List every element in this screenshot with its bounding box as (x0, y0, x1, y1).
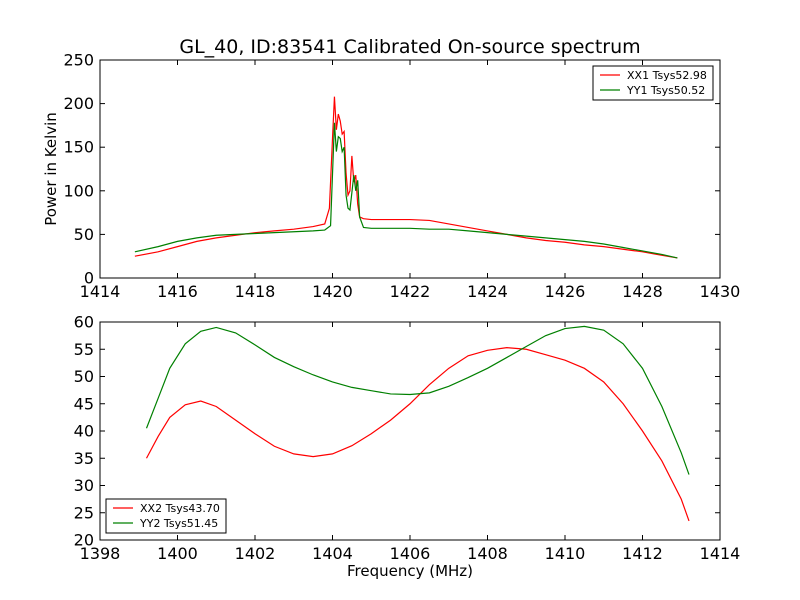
top-series-line-1 (134, 96, 678, 259)
top-xtick-label: 1428 (622, 282, 663, 301)
top-ytick-label: 250 (63, 51, 94, 70)
bottom-panel: Frequency (MHz) 1398 1400 1402 1404 1406 1408… (74, 313, 741, 581)
top-xtick-label: 1420 (312, 282, 353, 301)
bottom-xtick-label: 1402 (235, 544, 276, 563)
top-legend-box (592, 65, 714, 101)
top-xtick-label: 1418 (235, 282, 276, 301)
bottom-ytick-label: 50 (74, 367, 94, 386)
bottom-ytick-label: 20 (74, 531, 94, 550)
bottom-xtick-label: 1398 (80, 544, 121, 563)
bottom-legend: XX2 Tsys43.70 YY2 Tsys51.45 (105, 498, 227, 534)
top-ytick-label: 150 (63, 138, 94, 157)
bottom-ytick-label: 35 (74, 449, 94, 468)
top-ylabel: Power in Kelvin (42, 112, 60, 226)
top-xtick-label: 1430 (700, 282, 741, 301)
bottom-xlabel: Frequency (MHz) (347, 562, 473, 580)
bottom-ytick-label: 40 (74, 422, 94, 441)
bottom-xtick-label: 1414 (700, 544, 741, 563)
bottom-series-line-2 (145, 325, 690, 475)
bottom-series-line-1 (145, 347, 690, 522)
bottom-xtick-label: 1406 (390, 544, 431, 563)
bottom-xtick-label: 1408 (467, 544, 508, 563)
top-ytick-label: 50 (74, 225, 94, 244)
bottom-ytick-label: 30 (74, 476, 94, 495)
top-legend: XX1 Tsys52.98 YY1 Tsys50.52 (592, 65, 714, 101)
bottom-ytick-label: 55 (74, 340, 94, 359)
top-ytick-label: 200 (63, 94, 94, 113)
top-xtick-label: 1416 (157, 282, 198, 301)
top-panel: Power in Kelvin 1414 1416 1418 1420 1422 1424… (42, 51, 740, 302)
top-legend-label-1: XX1 Tsys52.98 (627, 69, 707, 82)
bottom-ytick-label: 25 (74, 503, 94, 522)
bottom-ytick-label: 60 (74, 313, 94, 332)
figure-title: GL_40, ID:83541 Calibrated On-source spe… (179, 36, 640, 58)
bottom-xtick-label: 1400 (157, 544, 198, 563)
bottom-legend-box (105, 498, 227, 534)
bottom-xtick-label: 1412 (622, 544, 663, 563)
top-xtick-label: 1424 (467, 282, 508, 301)
bottom-xtick-label: 1404 (312, 544, 353, 563)
bottom-ytick-label: 45 (74, 394, 94, 413)
top-ytick-label: 100 (63, 181, 94, 200)
bottom-legend-label-1: XX2 Tsys43.70 (140, 502, 220, 515)
top-legend-label-2: YY1 Tsys50.52 (626, 84, 705, 97)
bottom-legend-label-2: YY2 Tsys51.45 (139, 517, 218, 530)
top-series-line-2 (134, 122, 678, 259)
bottom-xtick-label: 1410 (545, 544, 586, 563)
top-xtick-label: 1426 (545, 282, 586, 301)
top-ytick-label: 0 (84, 269, 94, 288)
top-xtick-label: 1422 (390, 282, 431, 301)
top-xtick-label: 1414 (80, 282, 121, 301)
